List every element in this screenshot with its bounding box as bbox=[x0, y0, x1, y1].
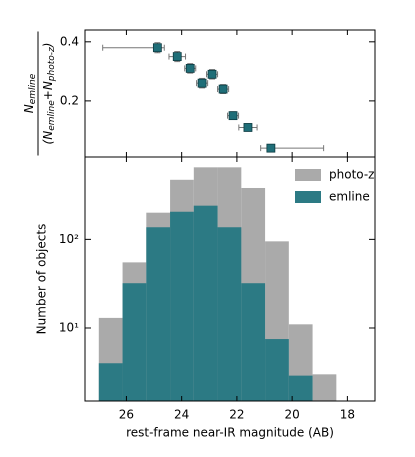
y-label-text: N bbox=[22, 104, 36, 113]
y-label-part: Nemline bbox=[22, 73, 38, 113]
y-label-text: ) bbox=[41, 43, 55, 49]
hist-bar bbox=[217, 227, 242, 401]
hist-bar bbox=[265, 339, 289, 401]
marker bbox=[152, 43, 162, 53]
y-tick-label: 10² bbox=[59, 232, 79, 246]
x-tick-label: 22 bbox=[229, 408, 244, 422]
marker bbox=[218, 84, 228, 94]
hist-bar bbox=[170, 211, 194, 401]
y-tick-label: 0.4 bbox=[60, 34, 79, 48]
y-label-text: emline bbox=[28, 73, 38, 104]
y-label-part: (Nemline+Nphoto-z) bbox=[41, 43, 57, 145]
marker bbox=[185, 63, 195, 73]
marker bbox=[207, 69, 217, 79]
marker bbox=[243, 123, 253, 132]
y-tick-label: 10¹ bbox=[59, 320, 79, 334]
x-tick-label: 24 bbox=[174, 408, 189, 422]
y-label-text: +N bbox=[41, 81, 55, 100]
hist-bar bbox=[241, 283, 266, 401]
y-label-text: photo-z bbox=[47, 47, 57, 82]
y-axis-label: Nemline(Nemline+Nphoto-z) bbox=[22, 31, 57, 156]
y-axis-label: Number of objects bbox=[35, 224, 49, 335]
hist-bar bbox=[98, 363, 123, 401]
hist-bar bbox=[312, 374, 337, 401]
hist-bar bbox=[122, 283, 147, 401]
marker bbox=[228, 111, 238, 121]
y-tick-label: 0.2 bbox=[60, 93, 79, 107]
marker bbox=[172, 52, 182, 61]
x-tick-label: 18 bbox=[340, 408, 355, 422]
legend-swatch bbox=[295, 169, 321, 181]
hist-bar bbox=[193, 205, 218, 401]
legend-swatch bbox=[295, 191, 321, 203]
legend-label: emline bbox=[329, 190, 370, 204]
hist-bar bbox=[288, 375, 313, 401]
axes-frame bbox=[84, 156, 376, 402]
x-axis-label: rest-frame near-IR magnitude (AB) bbox=[126, 426, 334, 440]
marker bbox=[197, 78, 207, 88]
y-label-text: emline bbox=[47, 100, 57, 131]
marker bbox=[266, 143, 276, 153]
legend-label: photo-z bbox=[329, 168, 374, 182]
x-tick-label: 20 bbox=[285, 408, 300, 422]
x-tick-label: 26 bbox=[119, 408, 134, 422]
axes-frame bbox=[84, 29, 376, 158]
y-label-text: (N bbox=[41, 131, 55, 145]
hist-bar bbox=[146, 227, 171, 401]
